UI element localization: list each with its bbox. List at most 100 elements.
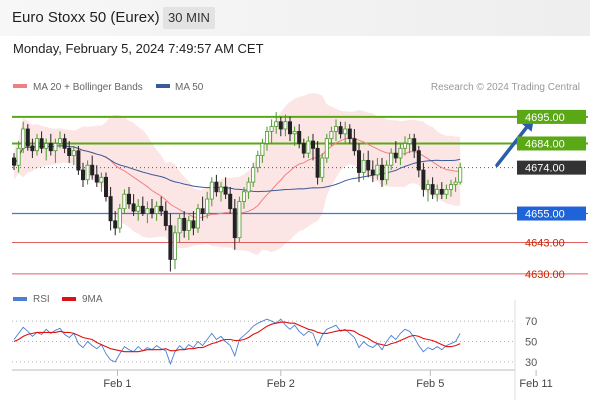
x-tick-label-feb-1: Feb 1 [103, 378, 131, 390]
candle-body [421, 169, 426, 190]
candle-body [287, 121, 292, 135]
candle-body [347, 128, 352, 140]
ma9-legend-swatch [62, 297, 76, 301]
level-label-4655.00: 4655.00 [525, 209, 565, 221]
ma50-legend-label: MA 50 [175, 82, 204, 93]
rsi-legend-label: RSI [33, 294, 50, 305]
forecast-arrow-shaft [495, 121, 532, 167]
candle-body [177, 217, 182, 234]
candle-body [333, 126, 338, 132]
candle-body [232, 208, 237, 239]
level-label-4695.00: 4695.00 [525, 112, 565, 124]
candle-body [356, 150, 361, 173]
rsi-9ma-line [13, 321, 461, 353]
rsi-line [13, 318, 461, 366]
candle-body [85, 164, 90, 181]
level-label-4684.00: 4684.00 [525, 138, 565, 150]
candle-body [172, 232, 177, 260]
candle-body [329, 131, 334, 140]
candle-body [104, 176, 109, 198]
candle-body [228, 193, 233, 210]
candle-body [11, 157, 16, 166]
candle-body [264, 131, 269, 144]
level-label-4643.00: 4643.00 [525, 238, 565, 250]
candle-body [458, 167, 463, 183]
candle-body [393, 152, 398, 159]
rsi-legend-swatch [13, 297, 27, 301]
candle-body [113, 220, 118, 229]
candle-body [131, 203, 136, 212]
candle-body [379, 164, 384, 181]
candle-body [136, 205, 141, 212]
candle-body [301, 143, 306, 154]
candle-body [117, 208, 122, 229]
level-label-box-4695.00 [517, 109, 586, 124]
candle-body [453, 181, 458, 185]
candle-body [237, 201, 242, 239]
candle-body [306, 140, 311, 154]
x-axis-ticks: Feb 1 Feb 2 Feb 5 Feb 11 [103, 370, 553, 390]
candle-body [182, 217, 187, 231]
chart-header-bar: Euro Stoxx 50 (Eurex) 30 MIN [0, 0, 590, 36]
level-label-4630.00: 4630.00 [525, 269, 565, 281]
candle-body [81, 169, 86, 181]
level-label-box-4674.00 [517, 160, 586, 175]
candle-body [58, 138, 63, 144]
candle-body [39, 138, 44, 149]
candle-body [255, 155, 260, 169]
candle-body [159, 205, 164, 212]
candle-body [412, 138, 417, 152]
level-labels-layer: 4695.00 4684.00 4674.00 4655.00 4643.00 4630.… [517, 109, 586, 281]
candle-body [214, 181, 219, 193]
candle-body [67, 147, 72, 156]
candle-body [218, 186, 223, 193]
candle-body [315, 147, 320, 178]
candle-body [35, 138, 40, 152]
candle-body [324, 138, 329, 159]
candle-body [251, 167, 256, 183]
candle-body [149, 208, 154, 214]
candle-body [389, 152, 394, 166]
candle-body [343, 128, 348, 135]
candle-body [209, 181, 214, 200]
candle-body [297, 131, 302, 144]
credit-text: Research © 2024 Trading Central [431, 82, 580, 93]
candle-body [200, 208, 205, 214]
rsi-panel: 70 50 30 [12, 316, 537, 369]
candle-body [435, 188, 440, 195]
candle-body [62, 138, 67, 149]
level-label-box-4684.00 [517, 136, 586, 151]
rsi-tick-label-70: 70 [525, 316, 537, 328]
candle-body [99, 176, 104, 183]
candle-body [154, 205, 159, 214]
candle-body [366, 159, 371, 171]
rsi-tick-label-30: 30 [525, 357, 537, 369]
candle-body [140, 205, 145, 214]
candle-body [76, 150, 81, 171]
candle-body [283, 121, 288, 130]
ma20-legend-swatch [13, 84, 27, 88]
candle-body [108, 196, 113, 222]
candle-body [430, 184, 435, 195]
candle-body [71, 150, 76, 156]
candle-body [320, 157, 325, 178]
candle-body [163, 210, 168, 227]
candle-body [338, 126, 343, 135]
candle-body [274, 121, 279, 127]
candle-body [145, 208, 150, 214]
candle-body [168, 225, 173, 260]
chart-datetime: Monday, February 5, 2024 7:49:57 AM CET [13, 41, 264, 56]
candle-body [30, 145, 35, 152]
candle-body [375, 164, 380, 176]
rsi-tick-label-50: 50 [525, 337, 537, 349]
candle-body [186, 220, 191, 231]
candle-body [269, 126, 274, 132]
interval-badge[interactable]: 30 MIN [163, 7, 215, 29]
candle-body [48, 143, 53, 152]
candle-body [16, 147, 21, 166]
candles-layer [11, 112, 534, 272]
candle-body [352, 138, 357, 152]
candle-body [25, 128, 30, 147]
x-tick-label-feb-2: Feb 2 [267, 378, 295, 390]
